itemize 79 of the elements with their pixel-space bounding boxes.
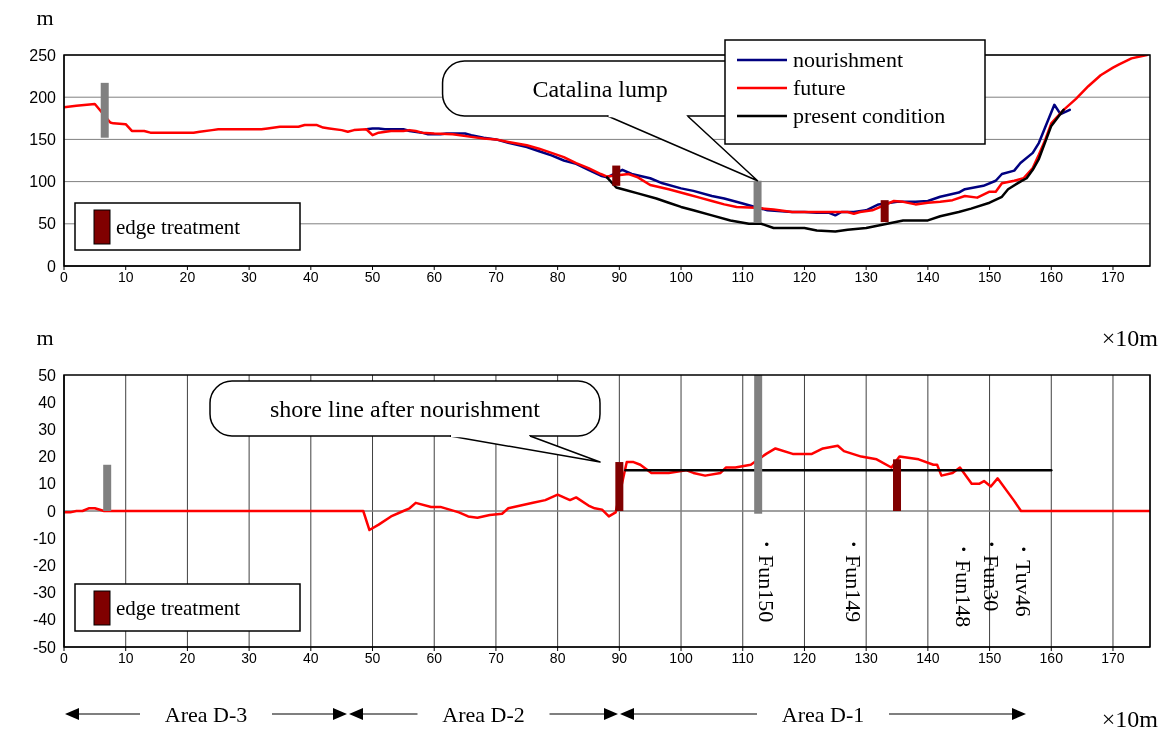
y-tick-label: 40 — [38, 393, 57, 411]
x-tick-label: 20 — [179, 649, 196, 666]
x-tick-label: 10 — [117, 268, 134, 285]
x-tick-label: 120 — [792, 268, 817, 285]
annotation: ・Fun150 — [753, 533, 779, 623]
legend-label: present condition — [793, 103, 946, 128]
line-series — [64, 444, 1150, 532]
x-tick-label: 150 — [977, 268, 1002, 285]
text: Area D-2 — [442, 702, 525, 727]
x-axis-title: ×10m — [1101, 325, 1159, 351]
x-tick-label: 100 — [669, 649, 693, 666]
x-tick-label: 160 — [1039, 649, 1064, 666]
y-tick-label: -50 — [32, 638, 57, 656]
x-tick-label: 30 — [241, 649, 258, 666]
y-tick-label: 30 — [38, 421, 57, 439]
bar — [893, 459, 902, 511]
x-tick-label: 60 — [426, 268, 443, 285]
line-series — [64, 55, 1149, 215]
x-tick-label: 80 — [549, 268, 566, 285]
x-tick-label: 90 — [611, 268, 628, 285]
y-tick-label: 100 — [29, 173, 57, 191]
legend-label: nourishment — [793, 47, 903, 72]
x-tick-label: 0 — [60, 268, 69, 285]
annotation: ・Fun149 — [840, 533, 866, 623]
y-tick-label: 10 — [38, 475, 57, 493]
x-tick-label: 80 — [549, 649, 566, 666]
y-tick-label: 250 — [29, 46, 57, 64]
y-tick-label: -20 — [32, 557, 57, 575]
x-tick-label: 40 — [303, 649, 319, 666]
x-tick-label: 30 — [241, 268, 258, 285]
x-tick-label: 110 — [731, 268, 755, 285]
annotation: Catalina lump — [532, 75, 668, 102]
annotation: edge treatment — [116, 596, 241, 620]
x-tick-label: 140 — [916, 649, 940, 666]
x-tick-label: 20 — [179, 268, 196, 285]
x-tick-label: 130 — [854, 268, 879, 285]
legend-label: future — [793, 75, 846, 100]
bar — [615, 462, 624, 511]
bar — [103, 464, 112, 511]
x-tick-label: 70 — [488, 268, 504, 285]
y-tick-label: 200 — [29, 88, 57, 106]
x-tick-label: 60 — [426, 649, 443, 666]
x-tick-label: 160 — [1039, 268, 1064, 285]
bar — [880, 200, 889, 223]
annotation: edge treatment — [116, 215, 241, 239]
x-tick-label: 100 — [669, 268, 693, 285]
x-tick-label: 110 — [731, 649, 755, 666]
x-tick-label: 130 — [854, 649, 879, 666]
x-tick-label: 150 — [977, 649, 1002, 666]
text: Area D-3 — [164, 702, 248, 727]
text: Area D-1 — [781, 702, 865, 727]
x-tick-label: 50 — [364, 268, 381, 285]
y-axis-title: m — [36, 325, 54, 350]
x-tick-label: 70 — [488, 649, 504, 666]
y-tick-label: 20 — [38, 448, 57, 466]
x-tick-label: 10 — [117, 649, 134, 666]
annotation: ・Tuv46 — [1010, 538, 1036, 617]
y-tick-label: 50 — [38, 366, 57, 384]
y-axis-title: m — [36, 5, 54, 30]
x-tick-label: 50 — [364, 649, 381, 666]
annotation: shore line after nourishment — [270, 395, 541, 422]
x-tick-label: 140 — [916, 268, 940, 285]
line-series — [605, 108, 1065, 233]
y-tick-label: -30 — [32, 584, 57, 602]
y-tick-label: -10 — [32, 529, 57, 547]
x-tick-label: 120 — [792, 649, 817, 666]
annotation: ・Fun30 — [978, 533, 1004, 612]
y-tick-label: 150 — [29, 131, 57, 149]
bar — [612, 165, 621, 186]
x-tick-label: 40 — [303, 268, 319, 285]
x-tick-label: 90 — [611, 649, 628, 666]
x-tick-label: 170 — [1101, 268, 1125, 285]
y-tick-label: 50 — [38, 215, 57, 233]
y-tick-label: 0 — [47, 502, 57, 520]
x-tick-label: 0 — [60, 649, 69, 666]
annotation: ・Fun148 — [950, 538, 976, 628]
x-tick-label: 170 — [1101, 649, 1125, 666]
y-tick-label: -40 — [32, 611, 57, 629]
x-axis-title: ×10m — [1101, 706, 1159, 729]
